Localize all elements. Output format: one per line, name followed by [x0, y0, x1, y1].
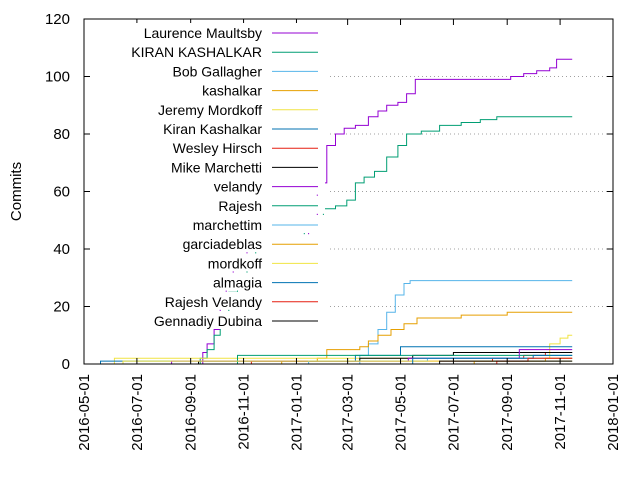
legend-label: almagia: [213, 275, 262, 291]
legend-label: Rajesh Velandy: [165, 294, 262, 310]
series-line-9: [233, 354, 573, 365]
legend-label: Wesley Hirsch: [173, 140, 262, 156]
x-tick-label: 2016-09-01: [183, 374, 200, 451]
x-tick-label: 2017-01-01: [288, 374, 305, 451]
x-tick-label: 2017-05-01: [393, 374, 410, 451]
y-tick-label: 0: [62, 356, 70, 373]
legend-label: Laurence Maultsby: [144, 25, 262, 41]
legend-label: Gennadiy Dubina: [154, 313, 262, 329]
legend: Laurence Maultsby KIRAN KASHALKAR Bob Gall…: [110, 23, 325, 329]
series-line-4: [104, 334, 573, 365]
legend-backdrop: [110, 291, 325, 310]
series-line-13: [408, 354, 573, 365]
legend-label: Mike Marchetti: [171, 159, 262, 175]
legend-backdrop: [110, 311, 325, 329]
x-tick-label: 2017-11-01: [552, 374, 569, 450]
legend-label: velandy: [214, 179, 262, 195]
legend-backdrop: [110, 234, 325, 253]
legend-label: mordkoff: [208, 255, 262, 271]
legend-backdrop: [110, 215, 325, 233]
y-axis: 0 20 40 60 80 100 120: [45, 11, 613, 373]
legend-backdrop: [110, 119, 325, 137]
y-tick-label: 40: [53, 241, 70, 258]
legend-label: marchettim: [193, 217, 262, 233]
legend-backdrop: [110, 253, 325, 272]
x-axis: 2016-05-01 2016-07-01 2016-09-01 2016-11-01…: [76, 19, 622, 451]
grid-lines: [330, 76, 613, 307]
legend-backdrop: [110, 176, 325, 195]
y-tick-label: 80: [53, 126, 70, 143]
legend-label: garciadeblas: [183, 236, 262, 252]
x-tick-label: 2017-09-01: [499, 374, 516, 451]
legend-backdrop: [110, 138, 325, 157]
x-tick-label: 2016-07-01: [129, 374, 146, 451]
y-tick-label: 100: [45, 69, 70, 86]
legend-backdrop: [110, 61, 325, 80]
x-tick-label: 2016-05-01: [76, 374, 93, 451]
x-tick-label: 2017-07-01: [445, 374, 462, 451]
legend-backdrop: [110, 272, 325, 291]
legend-backdrop: [110, 80, 325, 99]
y-tick-label: 120: [45, 11, 70, 28]
legend-label: Bob Gallagher: [172, 63, 262, 79]
legend-backdrop: [110, 23, 325, 41]
x-tick-label: 2016-11-01: [236, 374, 253, 450]
legend-label: Jeremy Mordkoff: [158, 102, 262, 118]
series-line-2: [353, 280, 573, 365]
y-axis-label: Commits: [8, 162, 25, 221]
legend-backdrop: [110, 195, 325, 214]
y-tick-label: 60: [53, 184, 70, 201]
legend-backdrop: [110, 99, 325, 118]
legend-label: Rajesh: [218, 198, 262, 214]
legend-label: Kiran Kashalkar: [163, 121, 262, 137]
legend-label: kashalkar: [202, 83, 262, 99]
x-tick-label: 2017-03-01: [340, 374, 357, 451]
y-tick-label: 20: [53, 299, 70, 316]
x-tick-label: 2018-01-01: [605, 374, 622, 451]
legend-backdrop: [110, 157, 325, 176]
legend-label: KIRAN KASHALKAR: [131, 44, 262, 60]
legend-backdrop: [110, 42, 325, 61]
